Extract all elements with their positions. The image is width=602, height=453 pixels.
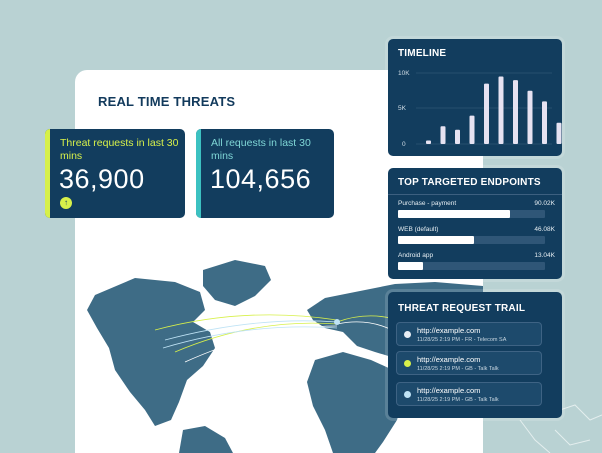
threat-requests-label: Threat requests in last 30 mins <box>60 137 179 162</box>
timeline-bar <box>440 126 446 144</box>
status-dot <box>404 331 411 338</box>
attack-target-point <box>334 319 340 325</box>
endpoint-name: Purchase - payment <box>398 200 457 207</box>
endpoint-bar-fill <box>398 236 475 244</box>
attack-arc <box>174 322 338 353</box>
threat-accent-bar <box>45 129 50 218</box>
trail-meta: 11/28/25 2:19 PM - FR - Telecom SA <box>417 337 507 343</box>
timeline-bar <box>498 76 504 144</box>
all-requests-card: All requests in last 30 mins 104,656 <box>196 129 334 218</box>
timeline-bar <box>469 115 475 144</box>
status-dot <box>404 360 411 367</box>
endpoint-name: Android app <box>398 252 434 259</box>
trail-url: http://example.com <box>417 355 481 364</box>
africa-shape <box>307 352 405 453</box>
uk-shape <box>319 298 329 318</box>
endpoint-value: 46.08K <box>534 226 555 233</box>
timeline-bar <box>556 122 562 144</box>
status-dot <box>404 391 411 398</box>
endpoint-bar-fill <box>398 262 423 270</box>
timeline-bar <box>484 83 489 144</box>
arrow-up-icon: ↑ <box>60 197 72 209</box>
endpoint-bar-track <box>398 210 545 218</box>
attack-arc <box>164 320 338 341</box>
trail-item[interactable]: http://example.com 11/28/25 2:19 PM - GB… <box>396 382 542 406</box>
y-tick-label: 0 <box>402 141 406 148</box>
endpoint-name: WEB (default) <box>398 226 439 233</box>
trail-url: http://example.com <box>417 326 481 335</box>
attack-arc <box>154 314 338 331</box>
trail-item[interactable]: http://example.com 11/28/25 2:19 PM - GB… <box>396 351 542 375</box>
timeline-bar <box>527 90 533 144</box>
timeline-bar <box>513 80 518 144</box>
trail-meta: 11/28/25 2:19 PM - GB - Talk Talk <box>417 397 499 403</box>
endpoints-title: TOP TARGETED ENDPOINTS <box>398 177 541 188</box>
card-divider <box>388 194 562 195</box>
timeline-bar <box>426 140 431 144</box>
endpoint-row[interactable]: Android app 13.04K <box>398 252 555 270</box>
endpoints-card: TOP TARGETED ENDPOINTS Purchase - paymen… <box>388 168 562 279</box>
trail-item[interactable]: http://example.com 11/28/25 2:19 PM - FR… <box>396 322 542 346</box>
y-tick-label: 10K <box>398 70 410 77</box>
threat-requests-card: Threat requests in last 30 mins 36,900 ↑ <box>45 129 185 218</box>
endpoint-value: 90.02K <box>534 200 555 207</box>
timeline-bar <box>542 101 547 144</box>
endpoint-bar-fill <box>398 210 510 218</box>
timeline-chart: 10K 5K 0 <box>398 70 562 148</box>
timeline-card: TIMELINE 10K 5K 0 <box>388 39 562 156</box>
all-accent-bar <box>196 129 201 218</box>
attack-arc <box>162 326 338 349</box>
greenland-shape <box>203 260 271 306</box>
trail-meta: 11/28/25 2:19 PM - GB - Talk Talk <box>417 366 499 372</box>
y-tick-label: 5K <box>398 105 407 112</box>
north-america-shape <box>87 278 215 426</box>
endpoint-row[interactable]: Purchase - payment 90.02K <box>398 200 555 218</box>
south-america-shape <box>179 426 233 453</box>
threat-requests-value: 36,900 <box>59 164 145 194</box>
attack-arc <box>184 325 338 363</box>
timeline-bar <box>455 129 460 144</box>
endpoint-bar-track <box>398 236 545 244</box>
trail-url: http://example.com <box>417 386 481 395</box>
timeline-title: TIMELINE <box>398 48 447 59</box>
endpoint-bar-track <box>398 262 545 270</box>
panel-title: REAL TIME THREATS <box>98 94 236 109</box>
all-requests-label: All requests in last 30 mins <box>211 137 311 162</box>
all-requests-value: 104,656 <box>210 164 312 194</box>
endpoint-row[interactable]: WEB (default) 46.08K <box>398 226 555 244</box>
trail-title: THREAT REQUEST TRAIL <box>398 303 526 314</box>
endpoint-value: 13.04K <box>534 252 555 259</box>
threat-trail-card: THREAT REQUEST TRAIL http://example.com … <box>388 292 562 418</box>
